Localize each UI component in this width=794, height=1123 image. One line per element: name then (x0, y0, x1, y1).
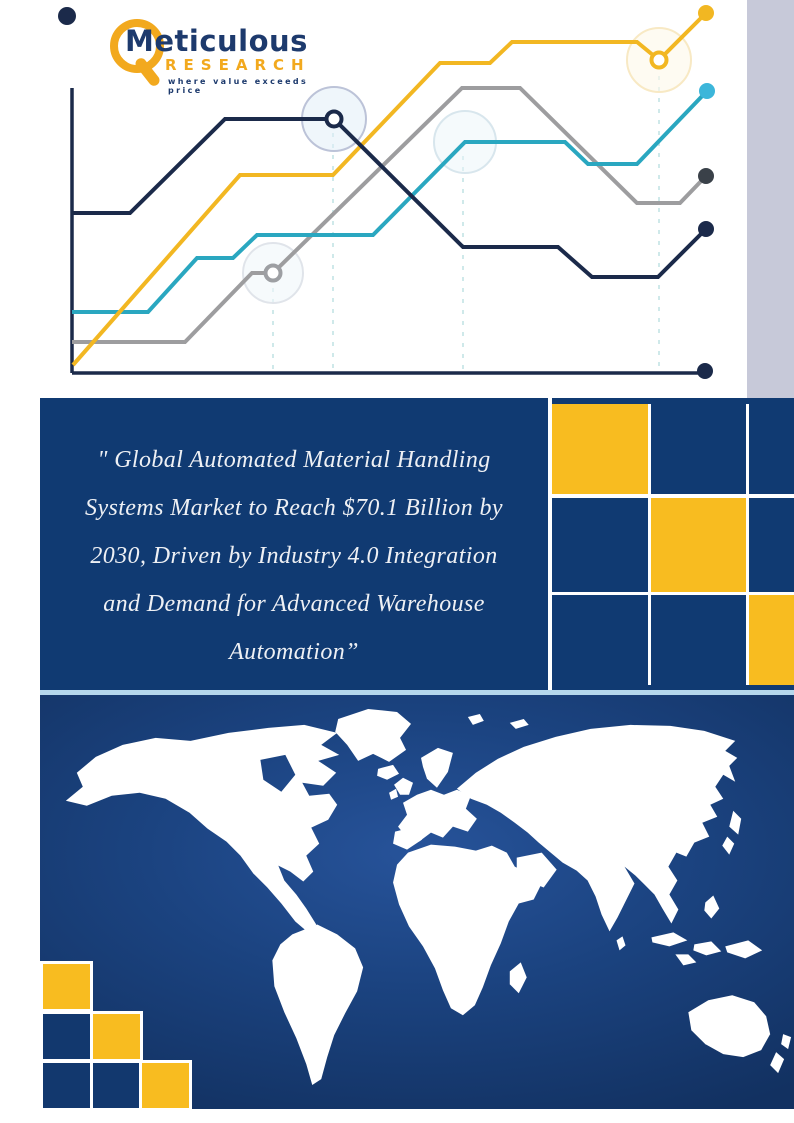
dot-marker-1 (698, 5, 714, 21)
south-america (272, 924, 364, 1086)
map-section (40, 695, 794, 1109)
new-guinea (725, 940, 763, 959)
corner-square-r2c2-yellow (93, 1014, 140, 1059)
corner-square-r3c2-navy (93, 1063, 140, 1108)
dot-marker-2 (699, 83, 715, 99)
accent-square-r2c3-navy (749, 498, 794, 592)
arabia (516, 852, 557, 888)
world-map (65, 708, 792, 1086)
grid-gutter-horizontal-2 (552, 592, 794, 595)
grid-gutter-vertical-2 (648, 404, 651, 685)
grid-gutter-horizontal-1 (552, 494, 794, 498)
dot-marker-6 (58, 7, 76, 25)
quote-line-4: and Demand for Advanced Warehouse (103, 591, 485, 617)
ring-marker-2 (263, 263, 283, 283)
chart-section: Meticulous RESEARCH where value exceeds … (40, 0, 747, 398)
philippines (704, 895, 720, 919)
quote-block: " Global Automated Material Handling Sys… (40, 398, 548, 690)
quote-line-5: Automation” (229, 639, 359, 665)
light-blue-divider-strip (40, 690, 794, 695)
teal-line (72, 89, 709, 314)
corner-square-r2c1-navy (43, 1014, 90, 1059)
asia (456, 724, 738, 932)
united-kingdom (394, 777, 414, 795)
dot-marker-4 (698, 221, 714, 237)
quote-section: " Global Automated Material Handling Sys… (40, 398, 794, 690)
corner-square-r3c3-yellow (142, 1063, 189, 1108)
iberia (393, 826, 422, 850)
brand-name: Meticulous (125, 24, 308, 58)
scandinavia (420, 747, 453, 788)
brand-division: RESEARCH (165, 56, 311, 74)
corner-square-r1c1-yellow (43, 964, 90, 1009)
navy-line (72, 117, 708, 279)
australia (688, 995, 771, 1058)
caribbean (287, 906, 310, 921)
sri-lanka (616, 936, 626, 951)
north-america (65, 724, 340, 934)
accent-square-r2c1-navy (552, 498, 648, 592)
corner-square-r3c1-navy (43, 1063, 90, 1108)
grid-gutter-vertical-3 (746, 404, 749, 685)
accent-square-r3c2-navy (651, 595, 746, 685)
ring-marker-1 (324, 109, 344, 129)
ireland (389, 788, 399, 800)
decor-chart-svg (58, 5, 715, 379)
accent-square-r3c3-yellow (749, 595, 794, 685)
accent-square-r1c3-navy (749, 404, 794, 494)
quote-line-1: " Global Automated Material Handling (97, 447, 491, 473)
greenland (335, 708, 412, 762)
indonesia (651, 932, 722, 966)
new-zealand (770, 1034, 792, 1074)
accent-square-r2c2-yellow (651, 498, 746, 592)
madagascar (509, 962, 527, 994)
lavender-accent-bar (747, 0, 794, 398)
logo: Meticulous RESEARCH where value exceeds … (100, 8, 330, 100)
japan (722, 810, 742, 855)
quote-line-3: 2030, Driven by Industry 4.0 Integration (90, 543, 498, 569)
grid-gutter-vertical-1 (548, 398, 552, 690)
accent-square-r1c2-navy (651, 404, 746, 494)
magnifier-lens-icon (110, 19, 164, 73)
iceland (377, 764, 400, 780)
quote-line-2: Systems Market to Reach $70.1 Billion by (85, 495, 503, 521)
gray-line (72, 86, 708, 344)
dot-marker-5 (697, 363, 713, 379)
ring-marker-3 (649, 50, 669, 70)
europe (398, 789, 477, 842)
arctic-islands (467, 713, 529, 729)
accent-square-r1c1-yellow (552, 404, 648, 494)
world-map-svg (65, 708, 792, 1086)
accent-square-r3c1-navy (552, 595, 648, 685)
dot-marker-3 (698, 168, 714, 184)
africa (393, 844, 541, 1016)
brand-tagline: where value exceeds price (168, 77, 309, 95)
